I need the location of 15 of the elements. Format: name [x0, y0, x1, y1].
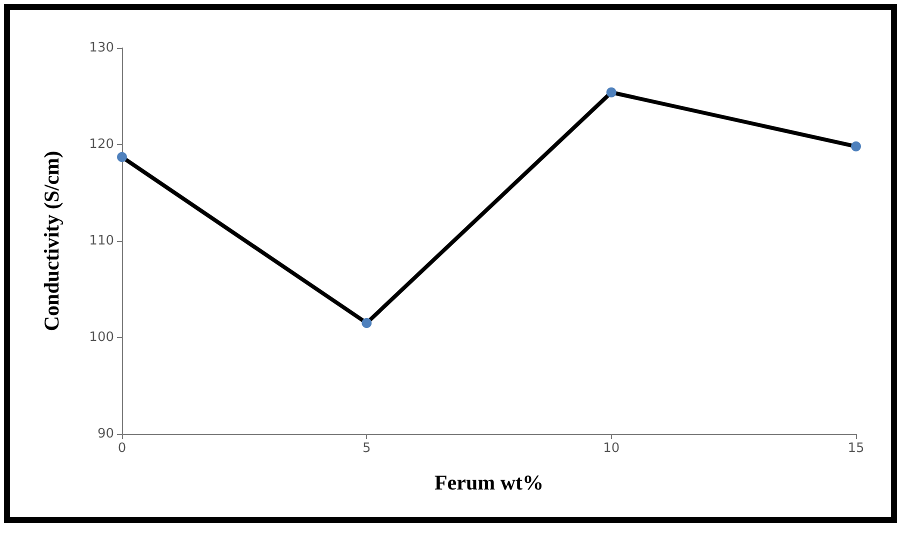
- y-tick-label: 90: [97, 426, 114, 442]
- point: [606, 87, 616, 98]
- point: [362, 318, 372, 328]
- point: [117, 152, 127, 162]
- x-tick-label: 10: [603, 441, 620, 456]
- point: [851, 141, 861, 152]
- y-tick-label: 100: [89, 330, 114, 345]
- x-tick-label: 5: [362, 441, 371, 456]
- y-tick-label: 120: [89, 137, 114, 152]
- y-axis-title: Conductivity (S/cm): [40, 150, 64, 332]
- x-tick-label: 15: [848, 441, 864, 456]
- x-axis-title: Ferum wt%: [434, 470, 544, 494]
- x-tick-label: 0: [118, 441, 126, 456]
- y-tick-label: 130: [89, 40, 114, 56]
- y-tick-label: 110: [89, 234, 114, 248]
